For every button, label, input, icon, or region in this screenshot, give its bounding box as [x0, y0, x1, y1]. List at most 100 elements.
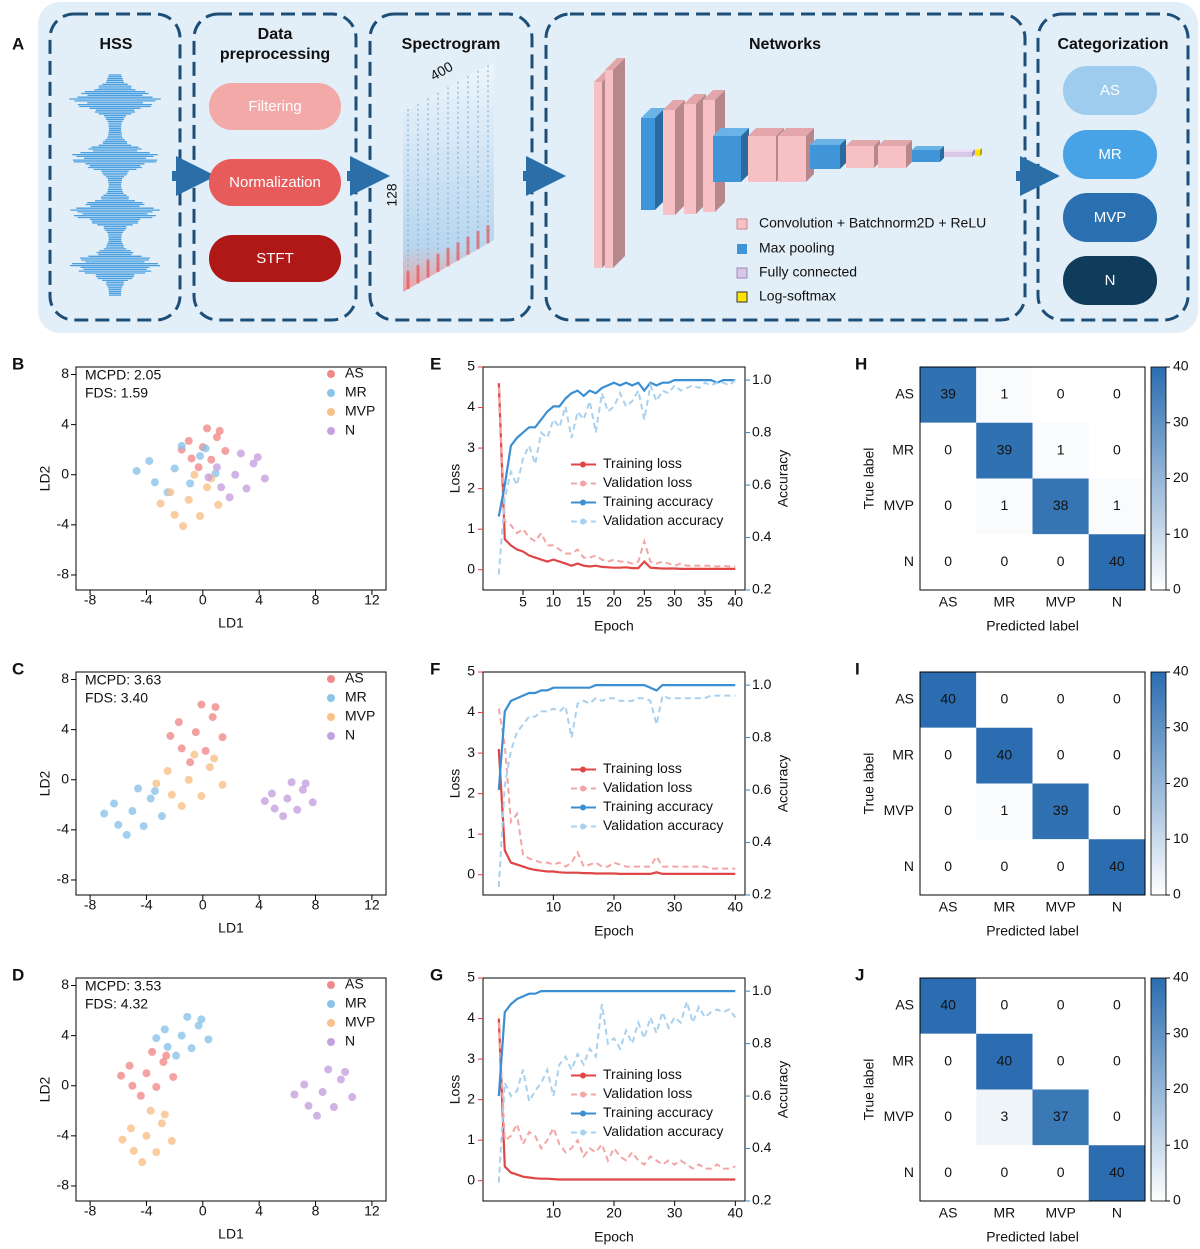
scatter-point [184, 436, 193, 445]
legend-marker [580, 1072, 586, 1079]
series-line [497, 748, 736, 875]
colorbar [1150, 366, 1167, 591]
x-axis-label: Epoch [594, 1229, 634, 1245]
scatter-point [163, 766, 172, 775]
scatter-point [118, 1135, 127, 1144]
plot-frame [919, 366, 1146, 591]
legend-label: Training loss [603, 760, 682, 776]
y2-tick-label: 1.0 [752, 676, 772, 692]
class-label: MR [1098, 146, 1121, 163]
x-tick-label: 25 [637, 594, 653, 610]
layer-block [703, 100, 715, 212]
heatmap-cell [1088, 1145, 1145, 1201]
x-tick-label: 0 [199, 1203, 207, 1219]
colorbar-tick-label: 20 [1173, 469, 1189, 485]
scatter-point [172, 1051, 181, 1060]
class-pill [1063, 256, 1157, 305]
y-tick-label: 8 [61, 365, 69, 381]
scatter-point [184, 495, 193, 504]
panel-label: J [855, 965, 864, 984]
legend-marker [327, 1000, 335, 1008]
step-label: STFT [256, 250, 294, 267]
legend-swatch [736, 267, 748, 279]
y-tick-label: -4 [57, 516, 70, 532]
cell-label: 0 [1057, 386, 1065, 402]
scatter-point [197, 700, 206, 709]
y-tick-label: -8 [57, 566, 70, 582]
legend-marker [580, 499, 586, 506]
y-tick-label: 8 [61, 670, 69, 686]
plot-frame [919, 977, 1146, 1202]
y2-tick-label: 0.4 [752, 1139, 772, 1155]
heatmap-cell [920, 727, 977, 784]
scatter-point [290, 1090, 299, 1099]
heatmap-cell [976, 978, 1033, 1034]
x-tick-label: 20 [606, 594, 622, 610]
cell-label: 0 [1057, 691, 1065, 707]
annotation: MCPD: 3.63 [85, 672, 161, 688]
heatmap-cell [1088, 727, 1145, 784]
scatter-point [336, 1075, 345, 1084]
layer-block [912, 146, 944, 150]
y-axis-label: Loss [447, 769, 463, 799]
scatter-point [267, 789, 276, 798]
scatter-point [128, 1081, 137, 1090]
panel-label: B [12, 354, 24, 373]
series-line [497, 1022, 736, 1170]
legend-label: AS [345, 365, 364, 381]
heatmap-cell [1032, 1033, 1089, 1090]
y2-tick-label: 0.6 [752, 476, 772, 492]
series-line [497, 1018, 736, 1181]
x-tick-label: AS [939, 1205, 958, 1221]
series-line [497, 997, 737, 1183]
y2-tick-label: 0.4 [752, 833, 772, 849]
series-line [497, 379, 736, 517]
stage-box [48, 12, 182, 322]
y-axis-label: Loss [447, 464, 463, 494]
y-tick-label: -8 [57, 1177, 70, 1193]
spectrogram-axis-label: 128 [384, 183, 400, 207]
stage-title: preprocessing [220, 46, 330, 63]
heatmap-cell [1032, 534, 1089, 590]
scatter-point [218, 780, 227, 789]
scatter-point [167, 790, 176, 799]
y2-axis-label: Accuracy [775, 1061, 791, 1119]
legend-swatch [737, 244, 747, 254]
heatmap-cell [976, 783, 1033, 840]
cell-label: 0 [1000, 1164, 1008, 1180]
cell-label: 0 [1057, 1164, 1065, 1180]
x-tick-label: 10 [546, 1205, 562, 1221]
heatmap-cell [1032, 367, 1089, 423]
scatter-point [194, 463, 203, 472]
scatter-point [318, 1088, 327, 1097]
heatmap-cell [1032, 727, 1089, 784]
heatmap-cell [976, 1033, 1033, 1090]
heatmap-cell [976, 1089, 1033, 1146]
layer-block [741, 128, 749, 182]
cell-label: 40 [1109, 858, 1125, 874]
cell-label: 39 [940, 386, 956, 402]
scatter-point [197, 792, 206, 801]
cell-label: 1 [1000, 497, 1008, 513]
y-tick-label: 4 [61, 415, 69, 431]
layer-block [613, 58, 625, 268]
colorbar-tick-label: 0 [1173, 886, 1181, 902]
x-tick-label: MVP [1045, 594, 1075, 610]
heatmap-cell [1088, 367, 1145, 423]
scatter-point [253, 453, 262, 462]
plot-frame [919, 671, 1146, 896]
layer-block [641, 108, 665, 118]
layer-block [703, 90, 725, 100]
scatter-point [177, 744, 186, 753]
x-tick-label: 4 [255, 897, 263, 913]
y-tick-label: 2 [467, 784, 475, 800]
scatter-point [187, 1044, 196, 1053]
layer-block [748, 136, 776, 182]
heatmap-cell [1032, 839, 1089, 895]
heatmap-cell [976, 1145, 1033, 1201]
y-axis-label: LD2 [37, 1076, 53, 1102]
cell-label: 0 [944, 858, 952, 874]
scatter-point [100, 809, 109, 818]
x-tick-label: -4 [140, 897, 153, 913]
